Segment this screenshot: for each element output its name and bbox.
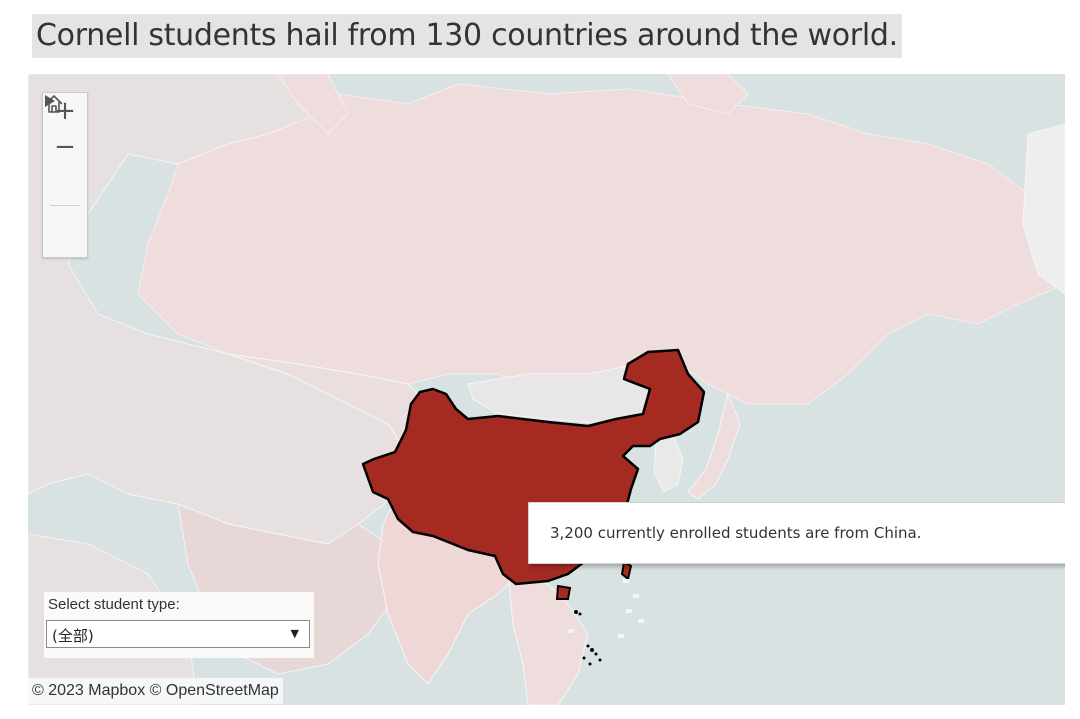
play-icon [45, 95, 55, 107]
home-button[interactable] [43, 95, 87, 201]
map-viewport[interactable]: + − 3,200 currently enrolled students ar… [28, 74, 1065, 705]
land-korea [653, 435, 684, 493]
tooltip-text: 3,200 currently enrolled students are fr… [550, 524, 922, 542]
page-title: Cornell students hail from 130 countries… [32, 14, 902, 58]
land-alaska [1022, 123, 1065, 295]
dropdown-value: (全部) [52, 627, 94, 645]
zoom-divider [50, 205, 80, 206]
dropdown-arrow-icon: ▼ [290, 627, 299, 640]
zoom-out-button[interactable]: − [43, 129, 87, 165]
student-type-dropdown[interactable]: (全部) ▼ [46, 620, 310, 648]
land-southeast-asia [507, 573, 589, 705]
island-hainan[interactable] [555, 584, 572, 600]
expand-toolbar-button[interactable] [43, 95, 87, 246]
map-tooltip: 3,200 currently enrolled students are fr… [528, 502, 1065, 564]
student-type-filter: Select student type: (全部) ▼ [44, 592, 314, 658]
philippines-islands [568, 579, 644, 638]
land-russia [137, 83, 1065, 405]
island-taiwan[interactable] [620, 560, 633, 581]
map-attribution[interactable]: © 2023 Mapbox © OpenStreetMap [28, 678, 283, 704]
south-china-sea-islands [574, 610, 602, 666]
land-japan [687, 392, 741, 500]
minus-icon: − [54, 132, 76, 162]
filter-label: Select student type: [48, 596, 180, 613]
land-arctic-islands [277, 74, 749, 135]
map-zoom-controls: + − [42, 92, 88, 258]
